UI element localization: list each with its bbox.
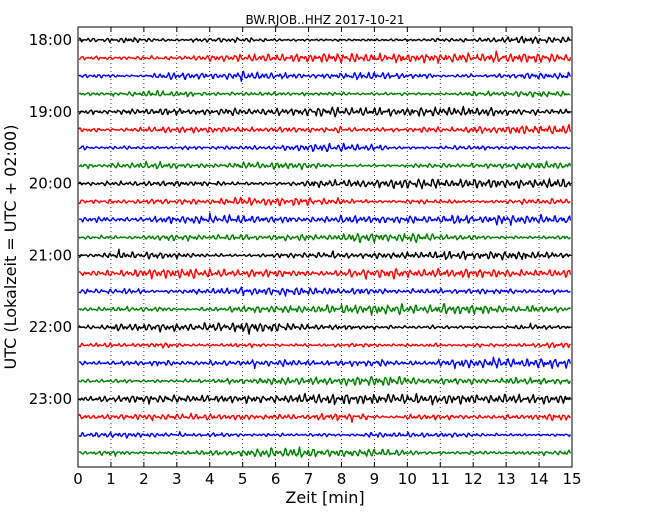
plot-frame bbox=[77, 26, 573, 468]
seismic-trace bbox=[78, 70, 572, 83]
x-tick-label: 7 bbox=[304, 470, 314, 488]
y-tick-label: 18:00 bbox=[29, 31, 72, 49]
seismic-trace bbox=[78, 286, 571, 297]
seismic-trace bbox=[78, 212, 572, 226]
y-tick-label: 19:00 bbox=[29, 103, 72, 121]
seismic-trace bbox=[78, 248, 571, 261]
y-tick-label: 21:00 bbox=[29, 246, 72, 264]
seismic-trace bbox=[78, 196, 571, 207]
x-tick-label: 3 bbox=[172, 470, 182, 488]
seismic-traces bbox=[78, 35, 572, 458]
seismic-trace bbox=[78, 232, 571, 244]
x-tick-label: 6 bbox=[271, 470, 281, 488]
seismic-trace bbox=[78, 303, 572, 316]
seismic-trace bbox=[78, 342, 571, 349]
seismic-trace bbox=[78, 123, 572, 135]
x-tick-label: 2 bbox=[139, 470, 149, 488]
x-tick-label: 14 bbox=[530, 470, 549, 488]
seismic-trace bbox=[78, 322, 571, 335]
seismic-trace bbox=[78, 446, 572, 458]
x-tick-label: 13 bbox=[497, 470, 516, 488]
seismic-trace bbox=[78, 178, 572, 190]
x-axis-label: Zeit [min] bbox=[285, 488, 364, 507]
seismic-trace bbox=[78, 356, 572, 370]
x-tick-label: 4 bbox=[205, 470, 215, 488]
x-tick-label: 15 bbox=[562, 470, 581, 488]
seismic-trace bbox=[78, 142, 571, 153]
x-tick-label: 0 bbox=[73, 470, 83, 488]
y-tick-label: 20:00 bbox=[29, 175, 72, 193]
x-axis-ticks: 0 1 2 3 4 5 6 7 8 9 10 11 12 13 14 15 bbox=[73, 27, 582, 488]
chart-title: BW.RJOB..HHZ 2017-10-21 bbox=[245, 13, 404, 27]
seismic-trace bbox=[78, 267, 572, 280]
seismic-trace bbox=[78, 35, 571, 45]
seismic-trace bbox=[78, 412, 571, 423]
x-tick-label: 1 bbox=[106, 470, 116, 488]
seismic-trace bbox=[78, 105, 571, 118]
x-tick-label: 12 bbox=[464, 470, 483, 488]
grid-lines bbox=[110, 27, 540, 467]
seismic-trace bbox=[78, 392, 571, 406]
seismic-trace bbox=[78, 375, 572, 387]
x-tick-label: 8 bbox=[337, 470, 347, 488]
x-tick-label: 5 bbox=[238, 470, 248, 488]
y-axis-ticks: 18:00 19:00 20:00 21:00 22:00 23:00 bbox=[29, 31, 572, 408]
y-tick-label: 23:00 bbox=[29, 390, 72, 408]
seismic-trace bbox=[78, 160, 572, 171]
seismic-trace bbox=[78, 431, 572, 439]
x-tick-label: 11 bbox=[431, 470, 450, 488]
y-axis-label: UTC (Lokalzeit = UTC + 02:00) bbox=[1, 125, 20, 370]
seismic-trace bbox=[78, 89, 571, 98]
x-tick-label: 10 bbox=[398, 470, 417, 488]
y-tick-label: 22:00 bbox=[29, 318, 72, 336]
seismic-trace bbox=[78, 50, 572, 64]
x-tick-label: 9 bbox=[370, 470, 380, 488]
